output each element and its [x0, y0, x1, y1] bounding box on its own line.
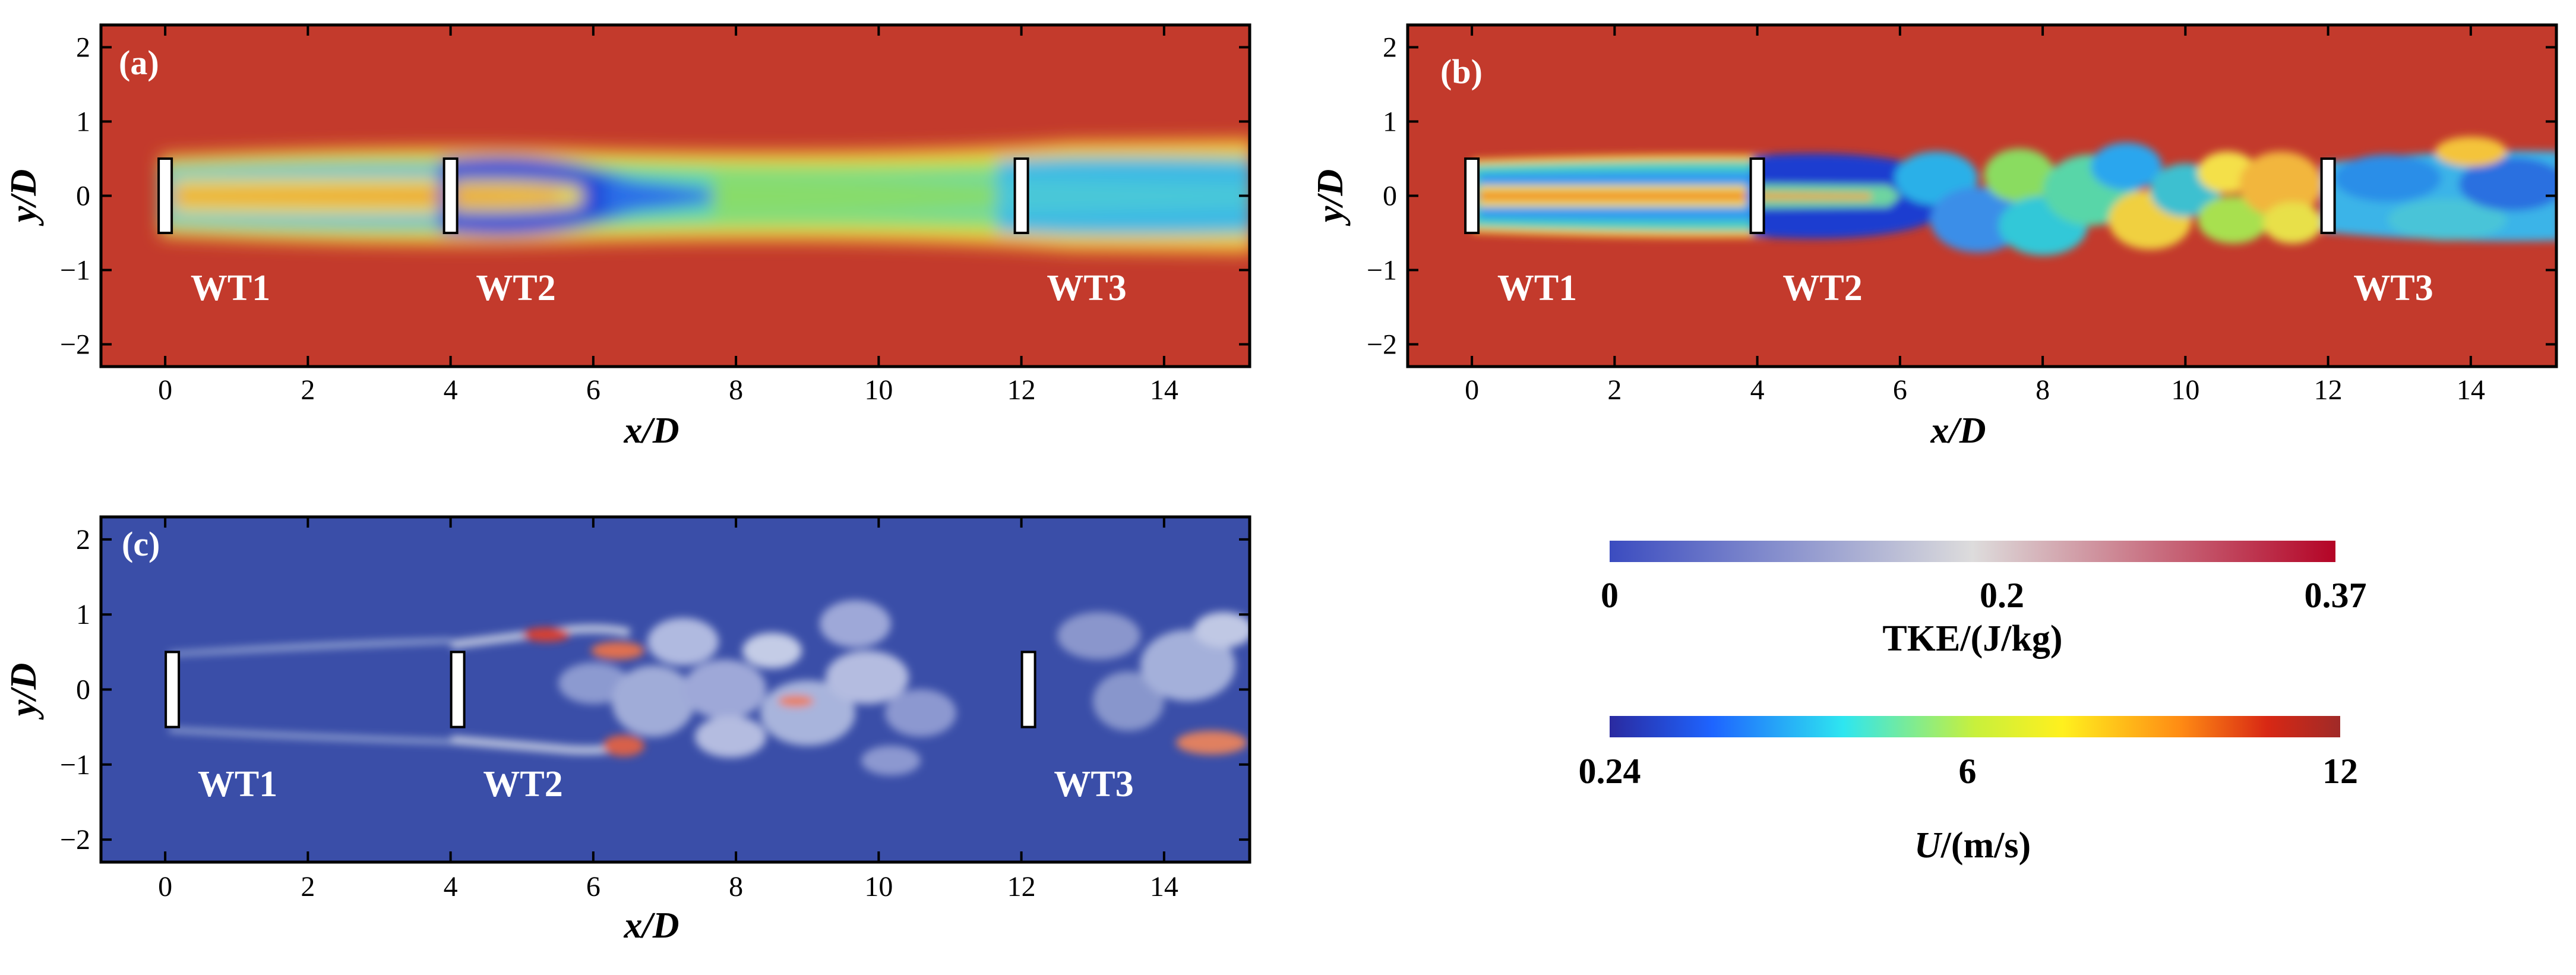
panel-c-turbines: WT1 WT2 WT3	[165, 651, 1134, 804]
x-tick-label: 2	[301, 871, 315, 903]
x-tick-label: 0	[158, 374, 172, 406]
x-tick-label: 10	[864, 374, 893, 406]
x-tick-label: 0	[1465, 374, 1479, 406]
x-tick-label: 6	[586, 374, 600, 406]
colorbar-tick-label: 12	[2322, 752, 2358, 791]
colorbar-tke: 0 0.2 0.37 TKE/(J/kg)	[1601, 541, 2367, 659]
turbine-marker	[450, 651, 466, 728]
panel-c-field	[169, 600, 1250, 775]
y-tick-label: −2	[1367, 329, 1397, 361]
colorbar-u-label-units: /(m/s)	[1940, 825, 2031, 866]
x-tick-label: 12	[1007, 374, 1036, 406]
turbine-marker	[2320, 157, 2336, 234]
panel-b-tag: (b)	[1440, 52, 1483, 91]
x-tick-label: 4	[444, 374, 458, 406]
x-tick-label: 14	[1150, 374, 1178, 406]
turbine-marker	[1020, 651, 1036, 728]
x-tick-label: 0	[158, 871, 172, 903]
colorbar-u-gradient	[1610, 716, 2340, 737]
turbine-label: WT2	[483, 764, 562, 804]
x-axis-label: x/D	[624, 411, 679, 451]
x-axis-label: x/D	[624, 905, 679, 946]
y-axis-label: y/D	[1310, 169, 1351, 227]
panel-b-field	[1473, 137, 2556, 255]
x-tick-label: 6	[586, 871, 600, 903]
x-tick-label: 10	[864, 871, 893, 903]
y-tick-label: 2	[1383, 32, 1397, 64]
turbine-label: WT3	[2353, 268, 2433, 308]
x-tick-label: 2	[1607, 374, 1622, 406]
x-tick-label: 14	[2457, 374, 2485, 406]
x-tick-label: 4	[1750, 374, 1765, 406]
colorbar-u-ticks: 0.24 6 12	[1579, 752, 2359, 791]
x-tick-label: 6	[1893, 374, 1907, 406]
turbine-marker	[1464, 157, 1480, 234]
colorbar-tke-gradient	[1610, 541, 2335, 562]
turbine-marker	[442, 157, 459, 234]
y-tick-label: −1	[60, 749, 90, 781]
panel-a-tag: (a)	[119, 43, 159, 82]
colorbar-tick-label: 0.24	[1579, 752, 1641, 791]
colorbar-tke-ticks: 0 0.2 0.37	[1601, 576, 2367, 615]
turbine-label: WT1	[198, 764, 277, 804]
x-tick-label: 8	[729, 374, 743, 406]
y-tick-label: −2	[60, 824, 90, 856]
turbine-marker	[165, 651, 181, 728]
y-tick-label: 1	[1383, 106, 1397, 138]
x-tick-label: 2	[301, 374, 315, 406]
turbine-marker	[157, 157, 173, 234]
turbine-label: WT1	[191, 268, 270, 308]
panel-c-tag: (c)	[122, 525, 160, 563]
y-tick-label: −2	[60, 329, 90, 361]
turbine-label: WT2	[1782, 268, 1862, 308]
x-tick-label: 8	[729, 871, 743, 903]
turbine-label: WT2	[476, 268, 555, 308]
panel-a-field	[160, 139, 1250, 253]
colorbar-tick-label: 6	[1958, 752, 1976, 791]
colorbar-u-label: U/(m/s)	[1914, 825, 2031, 866]
x-tick-label: 8	[2035, 374, 2050, 406]
x-tick-label: 12	[1007, 871, 1036, 903]
y-tick-label: −1	[60, 255, 90, 286]
turbine-label: WT1	[1497, 268, 1577, 308]
y-axis-label: y/D	[4, 169, 44, 227]
y-tick-label: 1	[76, 106, 90, 138]
y-tick-label: 0	[1383, 181, 1397, 212]
x-tick-label: 4	[444, 871, 458, 903]
colorbar-tick-label: 0.2	[1980, 576, 2024, 615]
x-tick-label: 14	[1150, 871, 1178, 903]
x-axis-label: x/D	[1930, 411, 1986, 451]
x-tick-label: 12	[2314, 374, 2343, 406]
y-tick-label: 2	[76, 32, 90, 64]
turbine-marker	[1013, 157, 1029, 234]
y-tick-label: 1	[76, 599, 90, 630]
colorbar-tke-label: TKE/(J/kg)	[1882, 619, 2062, 659]
colorbar-tick-label: 0	[1601, 576, 1619, 615]
x-tick-label: 10	[2171, 374, 2199, 406]
colorbar-u-label-symbol: U	[1914, 825, 1943, 866]
turbine-label: WT3	[1047, 268, 1126, 308]
colorbar-u: 0.24 6 12 U/(m/s)	[1579, 716, 2359, 866]
panel-b-turbines: WT1 WT2 WT3	[1464, 157, 2433, 308]
turbine-marker	[1749, 157, 1765, 234]
colorbar-tick-label: 0.37	[2305, 576, 2367, 615]
turbine-label: WT3	[1054, 764, 1133, 804]
y-tick-label: 2	[76, 524, 90, 556]
y-tick-label: 0	[76, 181, 90, 212]
y-tick-label: 0	[76, 674, 90, 706]
panel-a-turbines: WT1 WT2 WT3	[157, 157, 1127, 308]
y-tick-label: −1	[1367, 255, 1397, 286]
y-axis-label: y/D	[4, 663, 44, 721]
